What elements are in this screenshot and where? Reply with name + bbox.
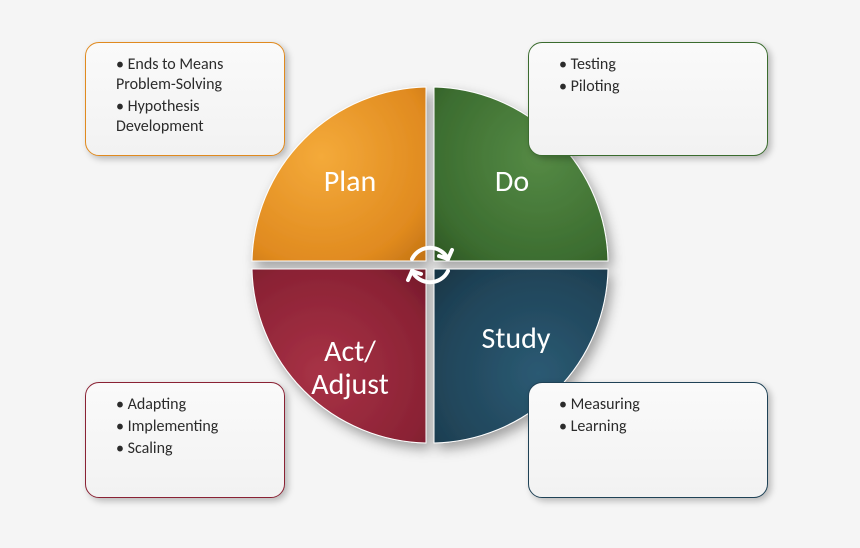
box-study-list: • Measuring • Learning [559, 395, 753, 437]
box-plan: • Ends to Means Problem-Solving • Hypoth… [85, 42, 285, 156]
box-act: • Adapting • Implementing • Scaling [85, 382, 285, 498]
label-do: Do [462, 165, 562, 198]
list-item: • Measuring [559, 395, 753, 415]
label-plan: Plan [300, 165, 400, 198]
cycle-arrows-icon [408, 248, 452, 283]
box-plan-list: • Ends to Means Problem-Solving • Hypoth… [116, 55, 270, 137]
list-item: • Ends to Means Problem-Solving [116, 55, 270, 95]
list-item: • Testing [559, 55, 753, 75]
label-study: Study [456, 322, 576, 355]
list-item: • Piloting [559, 77, 753, 97]
box-do-list: • Testing • Piloting [559, 55, 753, 97]
box-act-list: • Adapting • Implementing • Scaling [116, 395, 270, 459]
list-item: • Scaling [116, 439, 270, 459]
list-item: • Hypothesis Development [116, 97, 270, 137]
box-study: • Measuring • Learning [528, 382, 768, 498]
box-do: • Testing • Piloting [528, 42, 768, 156]
list-item: • Implementing [116, 417, 270, 437]
list-item: • Adapting [116, 395, 270, 415]
label-act: Act/ Adjust [290, 302, 410, 401]
list-item: • Learning [559, 417, 753, 437]
